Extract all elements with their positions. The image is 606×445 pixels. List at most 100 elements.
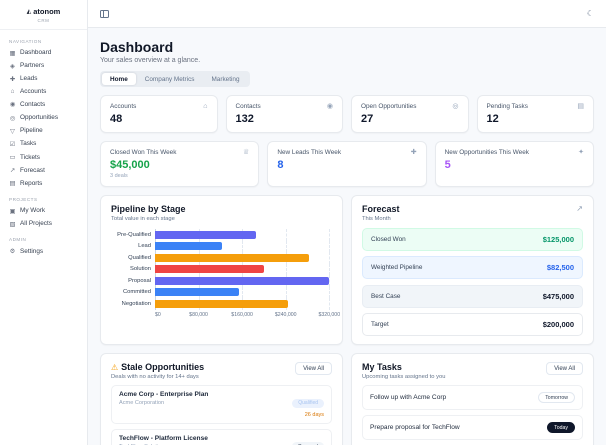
gear-icon: ⚙	[9, 248, 16, 256]
building-icon: ⌂	[203, 103, 208, 110]
chart-bar	[155, 230, 256, 239]
chart-gridline	[285, 286, 287, 298]
sidebar-item-label: Pipeline	[20, 127, 43, 135]
tab-company-metrics[interactable]: Company Metrics	[144, 75, 195, 83]
funnel-icon: ▽	[10, 127, 15, 135]
middle-panels-row: Pipeline by Stage Total value in each st…	[100, 195, 594, 345]
opportunity-company: Acme Corporation	[119, 400, 165, 406]
pipeline-bar-chart: Pre-Qualified Lead Qualified Solution Pr…	[111, 229, 340, 321]
sidebar-item-label: Reports	[20, 179, 43, 187]
chart-bar	[155, 276, 330, 285]
tasks-subtitle: Upcoming tasks assigned to you	[362, 374, 446, 380]
sidebar-item-label: Opportunities	[20, 114, 59, 122]
user-plus-icon: ✚	[410, 149, 417, 156]
partners-icon: ◈	[10, 62, 15, 70]
briefcase-icon: ▣	[9, 207, 16, 215]
chart-row-qualified: Qualified	[111, 252, 332, 264]
forecast-panel: Forecast This Month ↗ Closed Won $125,00…	[351, 195, 594, 345]
sidebar-item-reports[interactable]: ▤ Reports	[0, 177, 87, 190]
stat-card-open-opportunities: Open Opportunities ◎ 27	[351, 95, 469, 133]
stat-card-accounts: Accounts ⌂ 48	[100, 95, 218, 133]
pipeline-chart-title: Pipeline by Stage	[111, 204, 186, 214]
trending-up-icon: ↗	[576, 204, 583, 213]
chart-category-label: Lead	[138, 243, 151, 250]
forecast-rows: Closed Won $125,000 Weighted Pipeline $8…	[362, 227, 583, 336]
theme-toggle-moon-icon[interactable]: ☾	[586, 8, 594, 18]
weekly-card-sub: 3 deals	[110, 173, 128, 179]
pipeline-by-stage-panel: Pipeline by Stage Total value in each st…	[100, 195, 343, 345]
forecast-row-value: $200,000	[542, 320, 574, 329]
stat-card-label: Pending Tasks	[486, 103, 528, 110]
stage-badge: Qualified	[292, 398, 324, 408]
sidebar-item-dashboard[interactable]: ▦ Dashboard	[0, 46, 87, 59]
chart-category-label: Solution	[130, 266, 151, 273]
chart-plot	[155, 275, 332, 287]
chart-bar	[155, 265, 264, 273]
stat-card-label: Contacts	[235, 103, 261, 110]
chart-row-pre-qualified: Pre-Qualified	[111, 229, 332, 241]
sidebar-item-settings[interactable]: ⚙ Settings	[0, 244, 87, 257]
chart-x-tick: $240,000	[274, 311, 297, 318]
stat-card-label: Accounts	[110, 103, 137, 110]
stale-view-all-button[interactable]: View All	[295, 362, 332, 375]
tab-home[interactable]: Home	[102, 73, 136, 85]
sidebar-item-tickets[interactable]: ▭ Tickets	[0, 151, 87, 164]
chart-gridline	[329, 252, 331, 264]
sidebar-item-forecast[interactable]: ↗ Forecast	[0, 164, 87, 177]
projects-icon: ▧	[9, 220, 16, 228]
sidebar-item-tasks[interactable]: ☑ Tasks	[0, 137, 87, 150]
sidebar-item-all-projects[interactable]: ▧ All Projects	[0, 217, 87, 230]
target-icon: ◎	[452, 103, 459, 110]
sidebar-item-leads[interactable]: ✚ Leads	[0, 72, 87, 85]
pipeline-chart-subtitle: Total value in each stage	[111, 216, 175, 222]
sidebar-item-my-work[interactable]: ▣ My Work	[0, 204, 87, 217]
stale-item-acme-corp-enterprise-plan[interactable]: Acme Corp - Enterprise Plan Acme Corpora…	[111, 385, 332, 424]
sidebar-item-accounts[interactable]: ⌂ Accounts	[0, 86, 87, 98]
stat-card-value: 12	[486, 113, 499, 125]
chart-gridline	[242, 240, 244, 252]
chart-row-lead: Lead	[111, 240, 332, 252]
sidebar-item-opportunities[interactable]: ◎ Opportunities	[0, 111, 87, 124]
bottom-panels-row: ⚠ Stale Opportunities Deals with no acti…	[100, 353, 594, 445]
sidebar-item-label: Accounts	[20, 88, 47, 96]
chart-category-label: Committed	[122, 289, 151, 296]
sidebar-item-partners[interactable]: ◈ Partners	[0, 59, 87, 72]
sidebar-item-contacts[interactable]: ◉ Contacts	[0, 98, 87, 111]
task-due-badge: Tomorrow	[538, 392, 575, 403]
clipboard-icon: ▤	[577, 103, 584, 110]
users-icon: ◉	[9, 101, 16, 109]
stale-days: 26 days	[304, 411, 324, 418]
chart-plot	[155, 298, 332, 310]
my-tasks-panel: My Tasks Upcoming tasks assigned to you …	[351, 353, 594, 445]
target-icon: ◎	[9, 114, 16, 122]
stat-card-contacts: Contacts ◉ 132	[225, 95, 343, 133]
stale-items: Acme Corp - Enterprise Plan Acme Corpora…	[111, 385, 332, 445]
page-subtitle: Your sales overview at a glance.	[100, 57, 201, 64]
chart-x-tick: $320,000	[318, 311, 341, 318]
stale-item-techflow-platform-license[interactable]: TechFlow - Platform License TechFlow Sol…	[111, 428, 332, 445]
stat-card-value: 27	[361, 113, 374, 125]
chart-gridline	[329, 298, 331, 310]
opportunity-company: TechFlow Solutions	[119, 444, 208, 445]
task-item-follow-up-with-acme-corp[interactable]: Follow up with Acme Corp Tomorrow	[362, 385, 583, 410]
tasks-view-all-button[interactable]: View All	[546, 362, 583, 375]
sidebar-item-pipeline[interactable]: ▽ Pipeline	[0, 124, 87, 137]
chart-plot	[155, 252, 332, 264]
forecast-subtitle: This Month	[362, 216, 391, 222]
forecast-row-weighted-pipeline: Weighted Pipeline $82,500	[362, 256, 583, 279]
logo-badge: CRM	[37, 18, 50, 23]
chart-gridline	[285, 240, 287, 252]
main-area: ☾ Dashboard Your sales overview at a gla…	[88, 0, 606, 445]
stat-card-pending-tasks: Pending Tasks ▤ 12	[476, 95, 594, 133]
sidebar-item-label: Partners	[20, 62, 45, 70]
building-icon: ⌂	[10, 88, 15, 96]
sidebar-item-label: My Work	[20, 207, 46, 215]
stage-badge: Proposal	[292, 442, 324, 445]
chart-gridline	[285, 229, 287, 241]
tab-marketing[interactable]: Marketing	[211, 75, 240, 83]
task-item-prepare-proposal-for-techflow[interactable]: Prepare proposal for TechFlow Today	[362, 415, 583, 440]
chart-plot	[155, 229, 332, 241]
logo-text: atonom	[33, 7, 61, 16]
sidebar-toggle-icon[interactable]	[100, 9, 109, 18]
warning-icon: ⚠	[111, 362, 119, 372]
